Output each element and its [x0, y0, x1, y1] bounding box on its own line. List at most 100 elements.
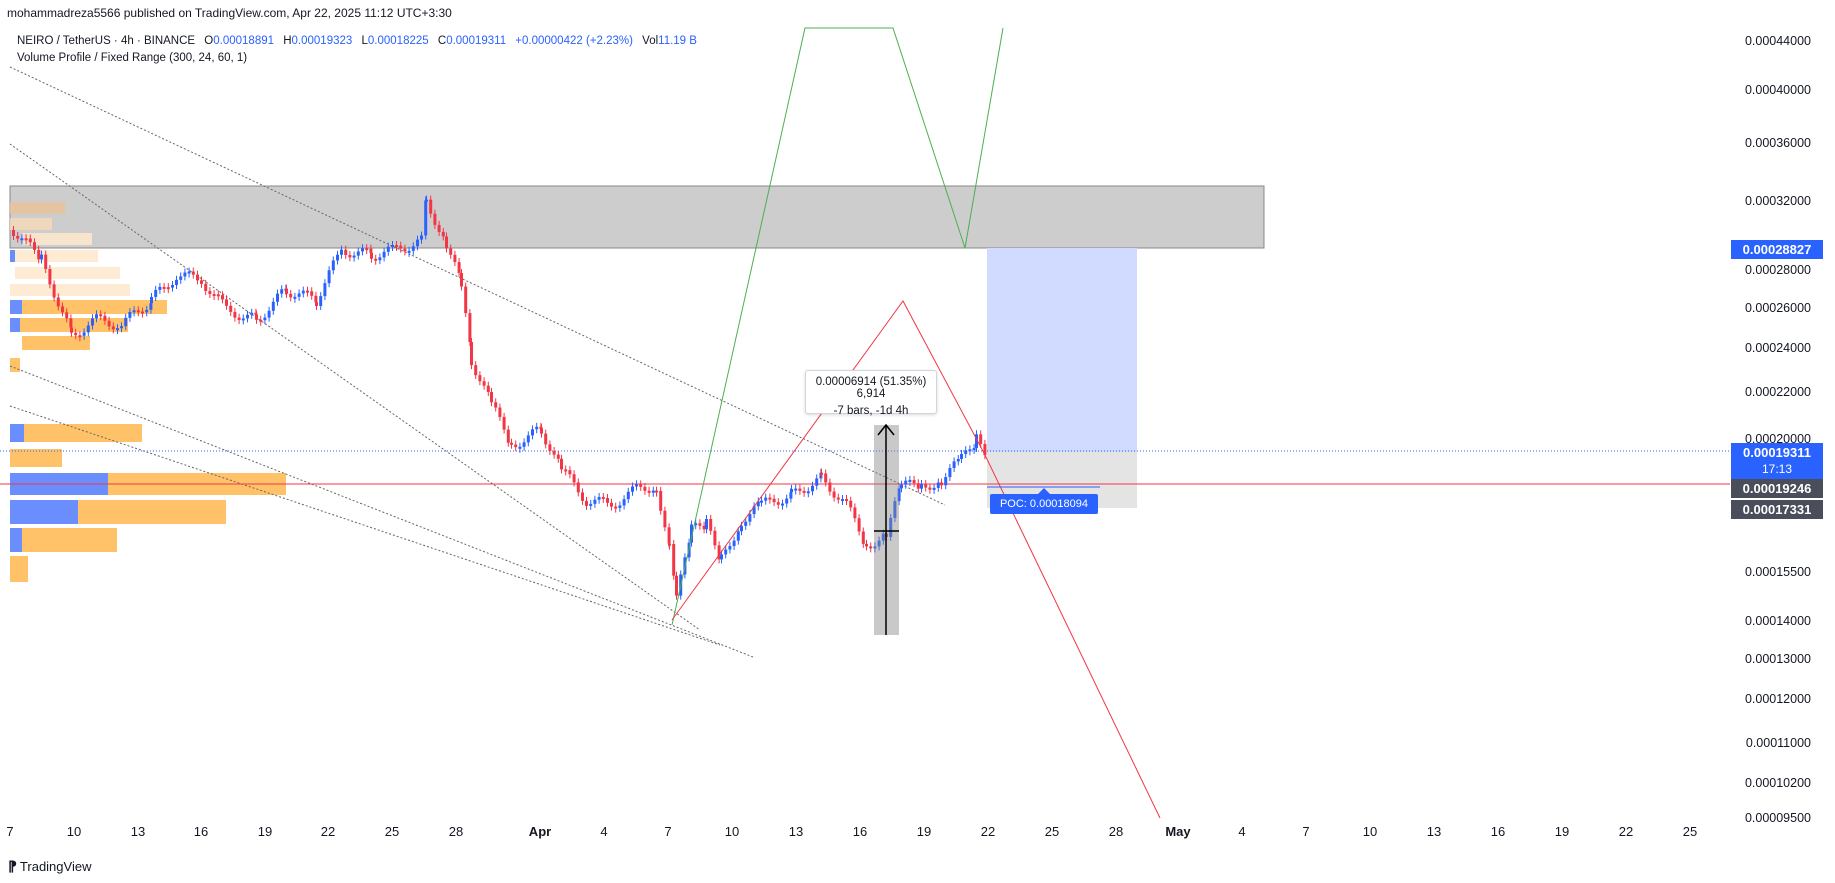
candle-body	[162, 286, 166, 289]
candle-body	[65, 312, 69, 319]
symbol-title[interactable]: NEIRO / TetherUS · 4h · BINANCE	[17, 35, 196, 47]
candle-body	[698, 523, 702, 526]
candle-body	[900, 484, 903, 489]
volume-value: 11.19 B	[658, 35, 697, 47]
price-tick-label: 0.00022000	[1744, 385, 1811, 399]
candle-body	[403, 248, 407, 252]
footer-brand[interactable]: ⁋ TradingView	[8, 858, 91, 875]
trendline-dashed-4[interactable]	[9, 405, 721, 646]
candle-body	[37, 249, 41, 260]
resistance-zone[interactable]	[9, 185, 1265, 249]
candle-body	[776, 502, 780, 505]
candle-body	[952, 461, 956, 469]
candle-body	[811, 485, 814, 492]
volume-profile-bar-up	[10, 500, 78, 524]
candle-body	[141, 311, 144, 314]
candle-body	[601, 496, 605, 499]
volume-profile-bar	[22, 336, 90, 350]
trendline-dashed-3[interactable]	[9, 365, 754, 658]
candle-body	[356, 251, 360, 256]
price-tick-label: 0.00014000	[1744, 614, 1811, 628]
time-tick-label: 13	[130, 824, 146, 839]
green-projection-path[interactable]	[671, 27, 1004, 626]
volume-profile-bar-up	[10, 424, 24, 442]
high-key: H	[283, 35, 292, 47]
candle-body	[849, 500, 853, 508]
candle-body	[306, 290, 309, 293]
candle-body	[622, 499, 626, 506]
candle-body	[845, 499, 848, 502]
candle-body	[983, 443, 987, 456]
candle-body	[724, 549, 728, 555]
candle-body	[857, 518, 861, 532]
candle-body	[494, 402, 498, 408]
time-tick-label: 16	[1490, 824, 1506, 839]
time-tick-label: 7	[1302, 824, 1310, 839]
measure-change-text: 0.00006914 (51.35%) 6,914	[815, 376, 927, 400]
candle-body	[948, 468, 952, 478]
measure-tooltip: 0.00006914 (51.35%) 6,914 -7 bars, -1d 4…	[805, 370, 937, 417]
candle-body	[764, 497, 768, 501]
candle-body	[149, 303, 153, 310]
candle-body	[478, 375, 482, 382]
price-tick-label: 0.00040000	[1744, 83, 1811, 97]
volume-profile	[10, 202, 286, 582]
candle-body	[95, 314, 98, 319]
volume-profile-bar	[22, 528, 117, 552]
candle-body	[74, 332, 78, 336]
candle-body	[310, 291, 314, 296]
candle-body	[881, 533, 885, 541]
candle-body	[241, 318, 245, 321]
candle-body	[798, 488, 802, 491]
candle-body	[936, 482, 940, 488]
candle-body	[468, 313, 472, 343]
position-target-zone[interactable]	[987, 248, 1137, 452]
candle-body	[912, 479, 916, 484]
candle-body	[556, 454, 560, 459]
candle-body	[663, 510, 667, 528]
candle-body	[16, 235, 20, 239]
time-tick-label: 7	[6, 824, 14, 839]
bar-countdown: 17:13	[1761, 462, 1793, 476]
candle-body	[445, 236, 448, 249]
candle-body	[69, 318, 73, 328]
candle-body	[897, 488, 901, 502]
candle-body	[824, 473, 828, 483]
price-tick-label: 0.00024000	[1744, 341, 1811, 355]
candle-body	[785, 498, 789, 504]
volume-profile-bar	[10, 202, 65, 214]
candle-body	[411, 246, 415, 251]
trendline-dashed-2[interactable]	[9, 143, 701, 631]
price-tick-label: 0.00010200	[1744, 776, 1811, 790]
candle-body	[672, 544, 676, 576]
indicator-legend[interactable]: Volume Profile / Fixed Range (300, 24, 6…	[17, 52, 248, 64]
brand-text: TradingView	[19, 859, 92, 874]
candle-body	[28, 238, 32, 243]
candle-body	[407, 250, 411, 253]
candle-body	[589, 503, 593, 506]
time-tick-label: May	[1165, 824, 1191, 839]
candle-body	[179, 276, 183, 280]
candle-body	[323, 283, 327, 297]
candle-body	[518, 446, 522, 449]
candle-body	[668, 543, 671, 546]
candle-body	[289, 293, 293, 298]
time-tick-label: 19	[1554, 824, 1570, 839]
candle-body	[924, 484, 928, 488]
candle-body	[639, 484, 643, 487]
candle-body	[301, 290, 305, 294]
candle-body	[391, 244, 394, 247]
candle-body	[877, 540, 881, 547]
symbol-legend[interactable]: NEIRO / TetherUS · 4h · BINANCE O0.00018…	[17, 35, 697, 47]
volume-profile-bar	[20, 318, 128, 332]
candle-body	[395, 244, 398, 247]
candle-body	[474, 365, 478, 376]
candle-body	[781, 503, 784, 506]
red-projection-path[interactable]	[671, 300, 1161, 819]
candle-body	[865, 543, 868, 547]
trendline-dashed-1[interactable]	[9, 66, 946, 506]
candle-body	[453, 254, 457, 263]
candle-body	[183, 272, 187, 277]
price-tick-label: 0.00015500	[1744, 565, 1811, 579]
